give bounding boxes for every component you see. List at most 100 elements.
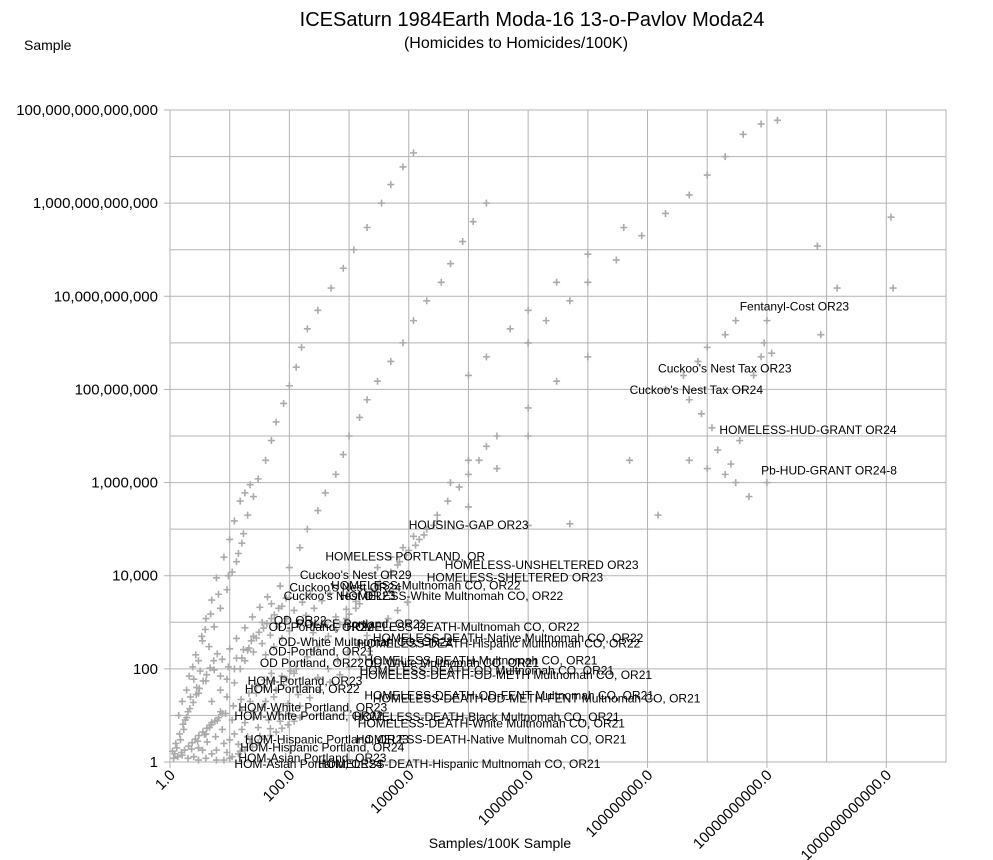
data-point [446,260,454,268]
data-point [256,732,264,740]
data-point [310,604,318,612]
data-point [721,331,729,339]
data-point [216,604,224,612]
data-point [584,353,592,361]
data-point [566,520,574,528]
data-point [220,756,228,764]
data-point [168,747,176,755]
data-point [694,357,702,365]
x-tick-label: 100.0 [260,767,299,806]
data-point [232,558,240,566]
data-point [306,694,314,702]
data-point [506,325,514,333]
data-point [493,465,501,473]
data-point [363,590,371,598]
data-point [260,735,268,743]
data-point [612,256,620,264]
point-annotation: HOM-Hispanic Portland, OR24 [240,740,404,754]
data-point [433,517,441,525]
data-point [403,598,411,606]
data-point [181,746,189,754]
data-point [266,631,274,639]
data-point [366,647,374,655]
point-annotation: Cuckoo's Nest OR24 [289,580,401,594]
data-point [309,629,317,637]
y-tick-label: 1,000,000,000,000 [33,195,158,212]
data-point [284,700,292,708]
data-point [444,497,452,505]
x-tick-label: 10000000000.0 [690,767,776,853]
data-point [218,655,226,663]
data-point [220,553,228,561]
data-point [252,689,260,697]
data-point [437,278,445,286]
point-annotation: Cuckoo's Nest OR23 [284,589,396,603]
data-point [202,677,210,685]
data-point [374,583,382,591]
point-annotation: Cuckoo's Nest Tax OR24 [630,383,764,397]
data-point [244,511,252,519]
data-point [285,710,293,718]
data-point [757,353,765,361]
data-point [226,535,234,543]
data-point [384,572,392,580]
data-point [212,574,220,582]
data-point [278,602,286,610]
point-annotation: HOM-Portland, OR23 [248,674,363,688]
point-annotation: Fentanyl-Cost OR23 [740,299,850,313]
data-point [238,725,246,733]
point-annotation: OD-White Multnomah CO, OR22 [278,635,453,649]
data-point [276,582,284,590]
data-point [205,643,213,651]
data-point [280,399,288,407]
point-annotation: HOMELESS PORTLAND, OR [325,550,485,564]
data-point [813,242,821,250]
data-point [185,672,193,680]
data-point [190,753,198,761]
x-axis-label: Samples/100K Sample [429,835,572,851]
data-point [314,306,322,314]
data-point [210,657,218,665]
data-point [374,623,382,631]
data-point [198,746,206,754]
x-tick-label: 1000000000000.0 [798,767,896,860]
point-annotation: HOMELESS-DEATH-Multnomah CO, OR22 [346,620,579,634]
data-point [482,353,490,361]
data-point [270,643,278,651]
data-point [184,754,192,762]
point-annotation: HOMELESS-Multnomah CO, OR22 [331,579,521,593]
data-point [213,650,221,658]
data-point [412,541,420,549]
data-point [464,470,472,478]
data-point [327,284,335,292]
data-point [760,339,768,347]
data-point [280,681,288,689]
data-point [736,437,744,445]
data-point [186,693,194,701]
data-point [394,606,402,614]
data-point [294,619,302,627]
point-annotation: OD-Portland, OR21 [269,644,374,658]
data-point [345,432,353,440]
data-point [290,717,298,725]
data-point [241,657,249,665]
data-point [249,648,257,656]
data-point [285,594,293,602]
data-point [374,564,382,572]
data-point [685,456,693,464]
data-point [662,385,670,393]
data-point [274,708,282,716]
data-point [229,702,237,710]
y-tick-label: 100 [133,661,158,678]
data-point [324,665,332,673]
data-point [430,521,438,529]
data-point [626,456,634,464]
data-point [387,357,395,365]
data-point [258,703,266,711]
data-point [267,600,275,608]
data-point [270,611,278,619]
data-point [176,730,184,738]
data-point [238,706,246,714]
data-point [230,730,238,738]
point-annotation: Cuckoo's Nest Tax OR23 [658,362,792,376]
